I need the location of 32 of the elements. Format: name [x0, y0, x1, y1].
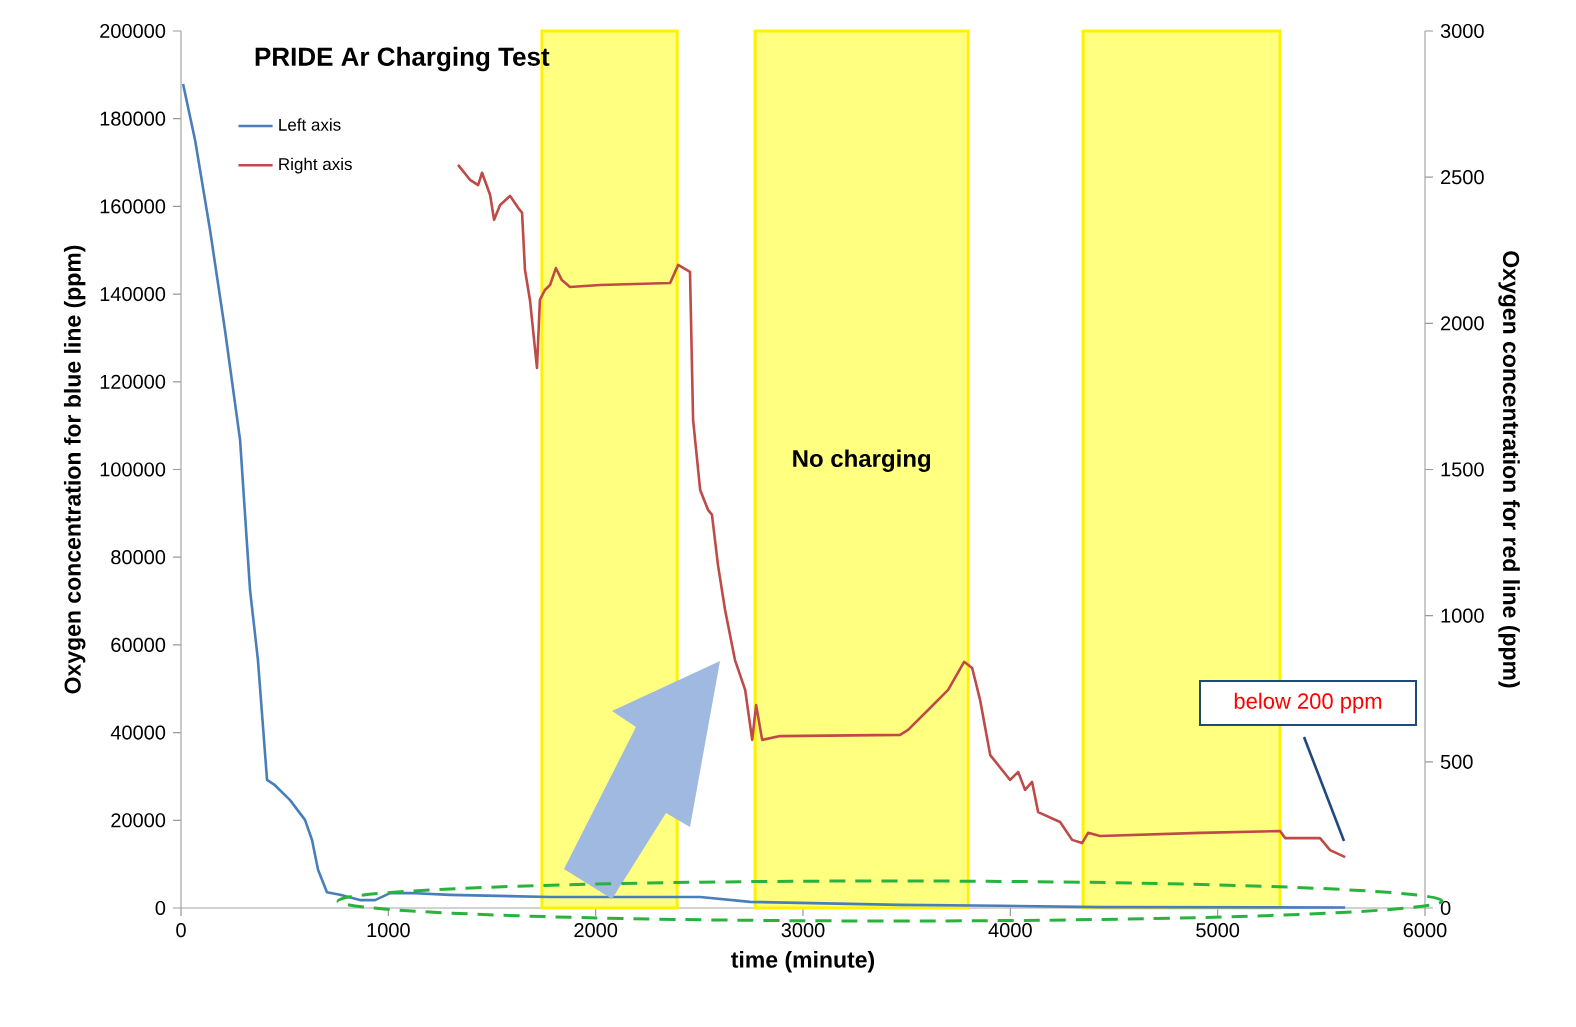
x-tick-label: 3000 [781, 923, 825, 938]
y-axis-title: Oxygen concentration for blue line (ppm) [63, 245, 86, 694]
y-tick-label: 0 [155, 900, 166, 916]
band-label: No charging [793, 449, 931, 472]
legend-label: Left axis [279, 118, 341, 131]
y2-tick-label: 1500 [1441, 462, 1484, 477]
y-tick-label: 180000 [100, 111, 166, 126]
x-tick-label: 0 [176, 923, 186, 938]
y-tick-label: 200000 [100, 23, 166, 39]
x-tick-label: 1000 [367, 923, 410, 938]
x-tick-label: 5000 [1196, 923, 1240, 938]
x-axis-title: time (minute) [731, 950, 875, 973]
y2-tick-label: 2000 [1441, 316, 1484, 331]
y2-axis-title: Oxygen concentration for red line (ppm) [1498, 251, 1520, 688]
y-tick-label: 20000 [111, 813, 166, 828]
y-tick-label: 60000 [111, 637, 166, 652]
y-tick-label: 80000 [111, 550, 166, 565]
annotation: below 200 ppm [1234, 692, 1382, 714]
y-tick-label: 120000 [100, 374, 166, 389]
x-tick-label: 4000 [988, 923, 1032, 938]
y2-tick-label: 500 [1440, 754, 1473, 769]
y-tick-label: 100000 [100, 462, 166, 477]
y2-tick-label: 0 [1440, 900, 1451, 916]
y2-tick-label: 1000 [1441, 608, 1484, 623]
y-tick-label: 40000 [110, 725, 166, 740]
y-tick-label: 140000 [100, 287, 166, 302]
y2-tick-label: 2500 [1441, 170, 1484, 185]
y2-tick-label: 3000 [1440, 23, 1484, 39]
y-tick-label: 160000 [100, 199, 166, 214]
legend-label: Right axis [279, 157, 352, 174]
x-tick-label: 6000 [1403, 923, 1447, 938]
x-tick-label: 2000 [574, 923, 618, 938]
